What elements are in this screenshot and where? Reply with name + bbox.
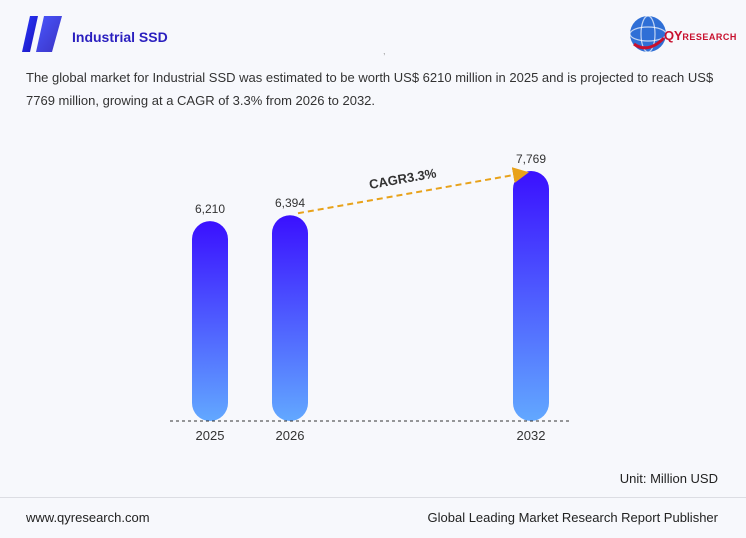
market-description: The global market for Industrial SSD was… xyxy=(26,70,714,108)
brand-name: QYRESEARCH xyxy=(664,28,737,43)
value-label-2032: 7,769 xyxy=(516,152,546,166)
value-label-2026: 6,394 xyxy=(275,196,305,210)
bar-2032 xyxy=(513,171,549,421)
category-label-2025: 2025 xyxy=(196,428,225,443)
value-label-2025: 6,210 xyxy=(195,202,225,216)
category-label-2026: 2026 xyxy=(276,428,305,443)
footer-tagline: Global Leading Market Research Report Pu… xyxy=(427,510,719,525)
logo-icon xyxy=(22,16,62,52)
footer-website: www.qyresearch.com xyxy=(26,510,150,525)
footer-divider xyxy=(0,497,746,498)
bar-2025 xyxy=(192,221,228,421)
category-label-2032: 2032 xyxy=(517,428,546,443)
cagr-arrow xyxy=(297,167,529,215)
page-title: Industrial SSD xyxy=(72,29,168,45)
bar-2026 xyxy=(272,215,308,421)
header: Industrial SSD , QYRESEARCH xyxy=(0,0,746,60)
tick-mark: , xyxy=(383,46,386,56)
cagr-annotation: CAGR3.3% xyxy=(368,165,438,192)
bar-chart: 6,210 2025 6,394 2026 7,769 2032 CAGR3.3% xyxy=(170,152,572,443)
unit-label: Unit: Million USD xyxy=(619,471,718,486)
globe-icon xyxy=(629,15,667,53)
brand-logo: QYRESEARCH xyxy=(628,12,736,56)
